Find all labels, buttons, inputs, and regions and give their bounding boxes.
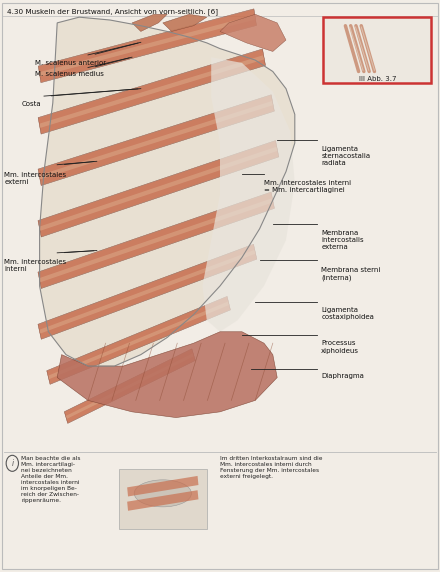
Text: Diaphragma: Diaphragma — [321, 373, 364, 379]
Text: Mm. intercostales
externi: Mm. intercostales externi — [4, 172, 66, 185]
Text: Ligamenta
sternacostalia
radiata: Ligamenta sternacostalia radiata — [321, 146, 370, 166]
Polygon shape — [38, 9, 257, 82]
Polygon shape — [38, 49, 265, 134]
Polygon shape — [40, 17, 295, 366]
Text: Membrana
intercostalis
externa: Membrana intercostalis externa — [321, 230, 364, 251]
Text: Im dritten Interkostalraum sind die
Mm. intercostales interni durch
Fensterung d: Im dritten Interkostalraum sind die Mm. … — [220, 456, 323, 479]
Bar — [119, 469, 207, 529]
Polygon shape — [39, 101, 273, 180]
Text: M. scalenus medius: M. scalenus medius — [35, 72, 104, 77]
Polygon shape — [39, 250, 256, 333]
Polygon shape — [127, 476, 198, 496]
Polygon shape — [66, 353, 194, 419]
Text: 4.30 Muskeln der Brustwand, Ansicht von vorn-seitlich. [6]: 4.30 Muskeln der Brustwand, Ansicht von … — [7, 9, 218, 15]
Text: III Abb. 3.7: III Abb. 3.7 — [359, 76, 396, 82]
Polygon shape — [38, 95, 274, 185]
Polygon shape — [39, 198, 273, 283]
Polygon shape — [220, 14, 286, 51]
Polygon shape — [39, 55, 264, 128]
Text: Processus
xiphoideus: Processus xiphoideus — [321, 340, 359, 353]
Polygon shape — [48, 301, 229, 379]
Polygon shape — [38, 244, 257, 339]
Text: Membrana sterni
(interna): Membrana sterni (interna) — [321, 267, 381, 281]
Polygon shape — [38, 141, 279, 237]
Ellipse shape — [134, 480, 191, 507]
Text: Mm. intercostales
interni: Mm. intercostales interni — [4, 259, 66, 272]
Bar — [323, 17, 431, 83]
Polygon shape — [163, 14, 207, 31]
Polygon shape — [39, 146, 278, 231]
Polygon shape — [132, 14, 167, 31]
Text: Man beachte die als
Mm. intercartilagi-
nei bezeichneten
Anteile der Mm.
interco: Man beachte die als Mm. intercartilagi- … — [21, 456, 81, 503]
Polygon shape — [127, 490, 198, 511]
Polygon shape — [39, 15, 256, 77]
Text: M. scalenus anterior: M. scalenus anterior — [35, 60, 106, 66]
Text: i: i — [11, 459, 13, 468]
Text: Ligamenta
costaxiphoidea: Ligamenta costaxiphoidea — [321, 307, 374, 320]
Text: Mm. intercostales interni
= Mm. intercartilaginei: Mm. intercostales interni = Mm. intercar… — [264, 180, 351, 193]
Polygon shape — [38, 192, 275, 288]
Polygon shape — [64, 349, 195, 423]
Polygon shape — [47, 296, 231, 384]
Polygon shape — [40, 17, 295, 366]
Text: Costa: Costa — [22, 101, 42, 107]
Polygon shape — [57, 332, 277, 418]
Polygon shape — [202, 57, 295, 332]
